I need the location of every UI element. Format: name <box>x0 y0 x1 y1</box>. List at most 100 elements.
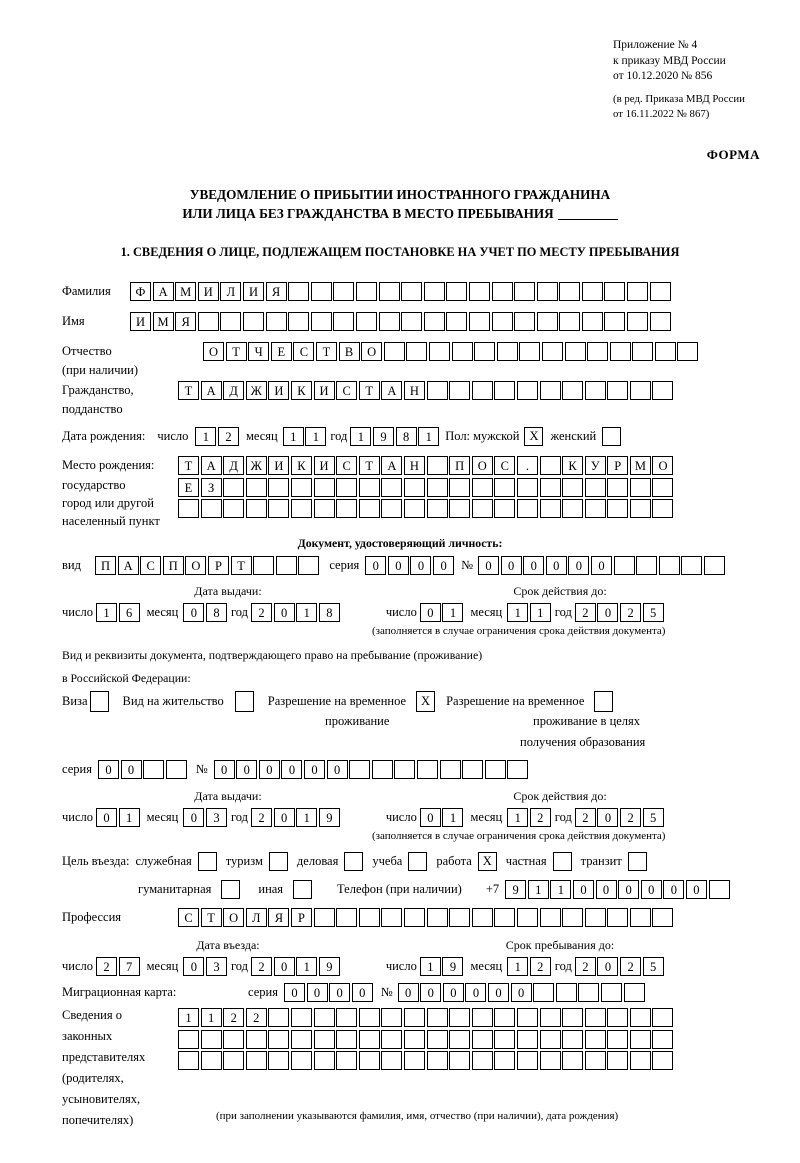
char-cell[interactable] <box>629 381 651 400</box>
char-cell[interactable] <box>468 312 490 331</box>
char-cell[interactable]: П <box>162 556 184 575</box>
purpose-option-checkbox[interactable] <box>552 852 572 871</box>
char-cell[interactable] <box>290 477 312 497</box>
char-cell[interactable] <box>516 1051 538 1070</box>
char-cell[interactable]: Е <box>270 342 292 361</box>
char-cell[interactable] <box>358 1008 380 1027</box>
char-cell[interactable] <box>578 983 600 1002</box>
char-cell[interactable] <box>703 556 725 575</box>
char-cell[interactable] <box>536 282 558 301</box>
char-cell[interactable]: П <box>449 456 471 475</box>
char-cell[interactable] <box>629 1029 651 1049</box>
purpose-option-checkbox[interactable] <box>627 852 647 871</box>
char-cell[interactable]: 0 <box>685 880 707 899</box>
char-cell[interactable] <box>519 342 541 361</box>
char-cell[interactable] <box>564 342 586 361</box>
char-cell[interactable] <box>677 342 699 361</box>
char-cell[interactable] <box>539 1008 561 1027</box>
char-cell[interactable] <box>649 282 671 301</box>
char-cell[interactable] <box>632 342 654 361</box>
char-cell[interactable]: 1 <box>550 880 572 899</box>
char-cell[interactable]: 0 <box>597 808 619 827</box>
char-cell[interactable]: 1 <box>418 427 440 446</box>
char-cell[interactable] <box>358 908 380 927</box>
char-cell[interactable] <box>378 312 400 331</box>
char-cell[interactable]: 2 <box>620 957 642 976</box>
char-cell[interactable] <box>516 908 538 927</box>
char-cell[interactable] <box>514 282 536 301</box>
char-cell[interactable]: 0 <box>590 556 612 575</box>
char-cell[interactable] <box>403 908 425 927</box>
char-cell[interactable]: Т <box>230 556 252 575</box>
char-cell[interactable]: Н <box>403 381 425 400</box>
char-cell[interactable] <box>378 282 400 301</box>
char-cell[interactable]: 1 <box>529 603 551 622</box>
char-cell[interactable] <box>358 499 380 518</box>
char-cell[interactable] <box>336 1008 358 1027</box>
char-cell[interactable] <box>652 908 674 927</box>
char-cell[interactable] <box>223 477 245 497</box>
char-cell[interactable]: 0 <box>500 556 522 575</box>
char-cell[interactable] <box>268 1008 290 1027</box>
char-cell[interactable]: О <box>185 556 207 575</box>
char-cell[interactable] <box>607 477 629 497</box>
char-cell[interactable]: 0 <box>273 603 295 622</box>
char-cell[interactable] <box>223 499 245 518</box>
char-cell[interactable] <box>581 312 603 331</box>
char-cell[interactable] <box>471 499 493 518</box>
char-cell[interactable] <box>313 477 335 497</box>
char-cell[interactable] <box>494 381 516 400</box>
char-cell[interactable] <box>381 499 403 518</box>
char-cell[interactable]: 2 <box>620 808 642 827</box>
char-cell[interactable] <box>484 760 506 779</box>
char-cell[interactable] <box>533 983 555 1002</box>
purpose-option-checkbox[interactable] <box>344 852 364 871</box>
char-cell[interactable]: Т <box>358 381 380 400</box>
char-cell[interactable] <box>468 282 490 301</box>
char-cell[interactable]: М <box>152 312 174 331</box>
char-cell[interactable] <box>426 381 448 400</box>
char-cell[interactable] <box>245 1051 267 1070</box>
char-cell[interactable]: 1 <box>296 603 318 622</box>
char-cell[interactable]: А <box>117 556 139 575</box>
char-cell[interactable]: И <box>242 282 264 301</box>
char-cell[interactable] <box>491 312 513 331</box>
char-cell[interactable] <box>627 312 649 331</box>
char-cell[interactable]: 2 <box>223 1008 245 1027</box>
char-cell[interactable] <box>336 477 358 497</box>
char-cell[interactable]: 1 <box>350 427 372 446</box>
char-cell[interactable] <box>539 1029 561 1049</box>
char-cell[interactable] <box>220 312 242 331</box>
char-cell[interactable] <box>446 312 468 331</box>
char-cell[interactable]: 0 <box>387 556 409 575</box>
char-cell[interactable] <box>627 282 649 301</box>
char-cell[interactable] <box>607 499 629 518</box>
char-cell[interactable]: 6 <box>118 603 140 622</box>
char-cell[interactable]: 0 <box>419 808 441 827</box>
char-cell[interactable] <box>426 1008 448 1027</box>
char-cell[interactable] <box>406 342 428 361</box>
sex-female-checkbox[interactable] <box>602 427 622 446</box>
char-cell[interactable]: О <box>652 456 674 475</box>
char-cell[interactable] <box>562 477 584 497</box>
char-cell[interactable]: У <box>584 456 606 475</box>
char-cell[interactable] <box>403 499 425 518</box>
char-cell[interactable] <box>178 1051 199 1070</box>
char-cell[interactable]: И <box>313 381 335 400</box>
char-cell[interactable] <box>358 477 380 497</box>
char-cell[interactable]: 0 <box>365 556 387 575</box>
char-cell[interactable] <box>242 312 264 331</box>
char-cell[interactable]: 2 <box>251 603 273 622</box>
char-cell[interactable] <box>562 1029 584 1049</box>
char-cell[interactable]: О <box>223 908 245 927</box>
char-cell[interactable]: 9 <box>442 957 464 976</box>
